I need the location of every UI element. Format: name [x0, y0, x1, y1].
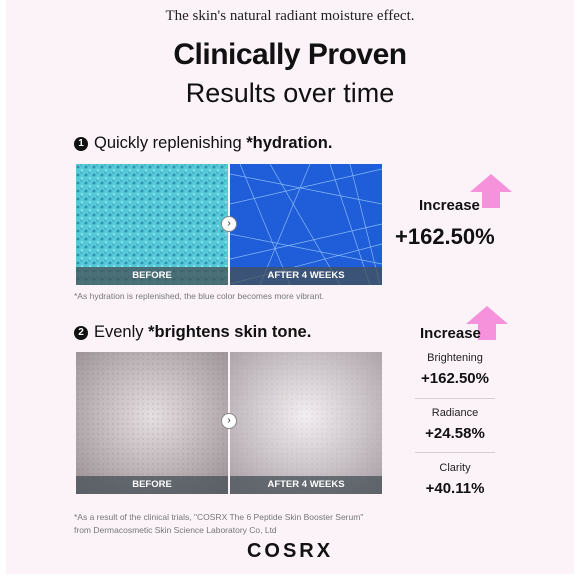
section1-footnote: *As hydration is replenished, the blue c… [74, 291, 324, 301]
metric-clarity-value: +40.11% [425, 480, 485, 497]
after-caption: AFTER 4 WEEKS [230, 476, 382, 494]
hydration-increase-label: Increase [419, 197, 480, 214]
hydration-before-texture [76, 164, 228, 285]
up-arrow-icon [470, 174, 512, 208]
section2-footnote-line2: from Dermacosmetic Skin Science Laborato… [74, 525, 277, 535]
divider [415, 398, 495, 399]
section2-title-bold: *brightens skin tone. [148, 323, 312, 341]
section1-title-bold: *hydration. [246, 134, 333, 152]
after-caption: AFTER 4 WEEKS [230, 267, 382, 285]
hydration-before-image: BEFORE [76, 164, 228, 285]
up-arrow-icon [466, 306, 508, 340]
metric-brightening-label: Brightening [427, 352, 483, 364]
skintone-after-image: AFTER 4 WEEKS [230, 352, 382, 494]
section1-heading: 1 Quickly replenishing *hydration. [74, 134, 332, 153]
skintone-before-texture [76, 352, 228, 494]
hydration-after-image: AFTER 4 WEEKS [230, 164, 382, 285]
chevron-right-icon: › [221, 216, 237, 232]
metric-clarity-label: Clarity [439, 462, 471, 474]
page-title: Clinically Proven [173, 38, 407, 71]
skintone-increase-label: Increase [420, 325, 481, 342]
skintone-after-texture [230, 352, 382, 494]
step-number-badge: 1 [74, 136, 88, 151]
section1-title-plain: Quickly replenishing [94, 134, 247, 152]
hydration-increase-value: +162.50% [395, 224, 495, 249]
before-caption: BEFORE [76, 476, 228, 494]
skintone-before-image: BEFORE [76, 352, 228, 494]
metric-radiance-label: Radiance [431, 407, 479, 419]
brand-logo: COSRX [246, 540, 334, 562]
section2-heading: 2 Evenly *brightens skin tone. [74, 323, 311, 342]
section2-footnote-line1: *As a result of the clinical trials, "CO… [74, 512, 364, 522]
step-number-badge: 2 [74, 325, 88, 340]
before-caption: BEFORE [76, 267, 228, 285]
metric-brightening-value: +162.50% [421, 370, 489, 387]
divider [415, 452, 495, 453]
tagline: The skin's natural radiant moisture effe… [165, 8, 415, 24]
page-subtitle: Results over time [185, 78, 395, 108]
chevron-right-icon: › [221, 413, 237, 429]
section2-title-plain: Evenly [94, 323, 149, 341]
metric-radiance-value: +24.58% [425, 425, 485, 442]
hydration-after-texture [230, 164, 382, 285]
